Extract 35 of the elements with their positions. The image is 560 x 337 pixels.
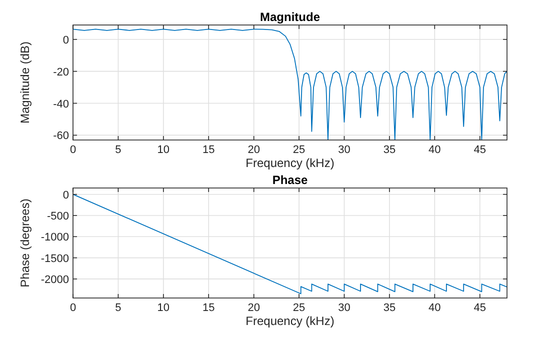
x-tick-label: 45 <box>474 144 486 156</box>
line-series <box>73 28 507 140</box>
x-tick-label: 40 <box>428 144 441 156</box>
x-tick-label: 10 <box>157 302 170 314</box>
y-tick-label: -60 <box>53 130 69 142</box>
y-tick-label: -20 <box>53 66 69 78</box>
x-axis-title: Frequency (kHz) <box>246 156 334 170</box>
y-axis-title: Magnitude (dB) <box>18 41 32 124</box>
y-tick-label: 0 <box>62 189 69 202</box>
y-tick-label: -2000 <box>40 274 69 286</box>
y-tick-label: 0 <box>62 34 69 46</box>
y-tick-label: -40 <box>53 98 69 110</box>
y-tick-label: -500 <box>46 210 69 222</box>
x-tick-label: 5 <box>115 302 122 314</box>
x-tick-label: 15 <box>202 144 215 156</box>
x-tick-label: 20 <box>248 144 260 156</box>
y-tick-label: -1500 <box>40 252 69 265</box>
x-tick-label: 25 <box>292 144 306 156</box>
x-axis-title: Frequency (kHz) <box>246 314 334 328</box>
x-tick-label: 40 <box>428 302 441 314</box>
x-tick-label: 15 <box>202 302 215 314</box>
x-tick-label: 35 <box>383 302 396 314</box>
x-tick-label: 30 <box>338 144 350 156</box>
x-tick-label: 5 <box>115 144 122 156</box>
x-tick-label: 20 <box>248 302 260 314</box>
x-tick-label: 45 <box>474 302 486 314</box>
chart-title: Phase <box>272 173 308 187</box>
line-series <box>73 194 507 294</box>
x-tick-label: 35 <box>383 144 396 156</box>
x-tick-label: 30 <box>338 302 350 314</box>
y-tick-label: -1000 <box>40 232 69 244</box>
x-tick-label: 10 <box>157 144 170 156</box>
chart-title: Magnitude <box>260 10 320 24</box>
y-axis-title: Phase (degrees) <box>18 198 32 288</box>
x-tick-label: 25 <box>292 302 306 314</box>
